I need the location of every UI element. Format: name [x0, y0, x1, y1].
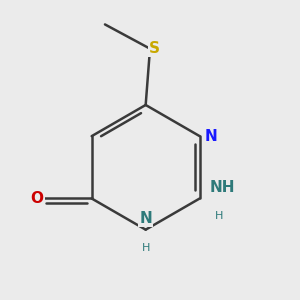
- Text: S: S: [149, 41, 160, 56]
- Text: H: H: [142, 243, 150, 253]
- Text: NH: NH: [210, 180, 236, 195]
- Text: N: N: [139, 211, 152, 226]
- Text: N: N: [205, 129, 217, 144]
- Text: O: O: [31, 191, 44, 206]
- Text: H: H: [214, 212, 223, 221]
